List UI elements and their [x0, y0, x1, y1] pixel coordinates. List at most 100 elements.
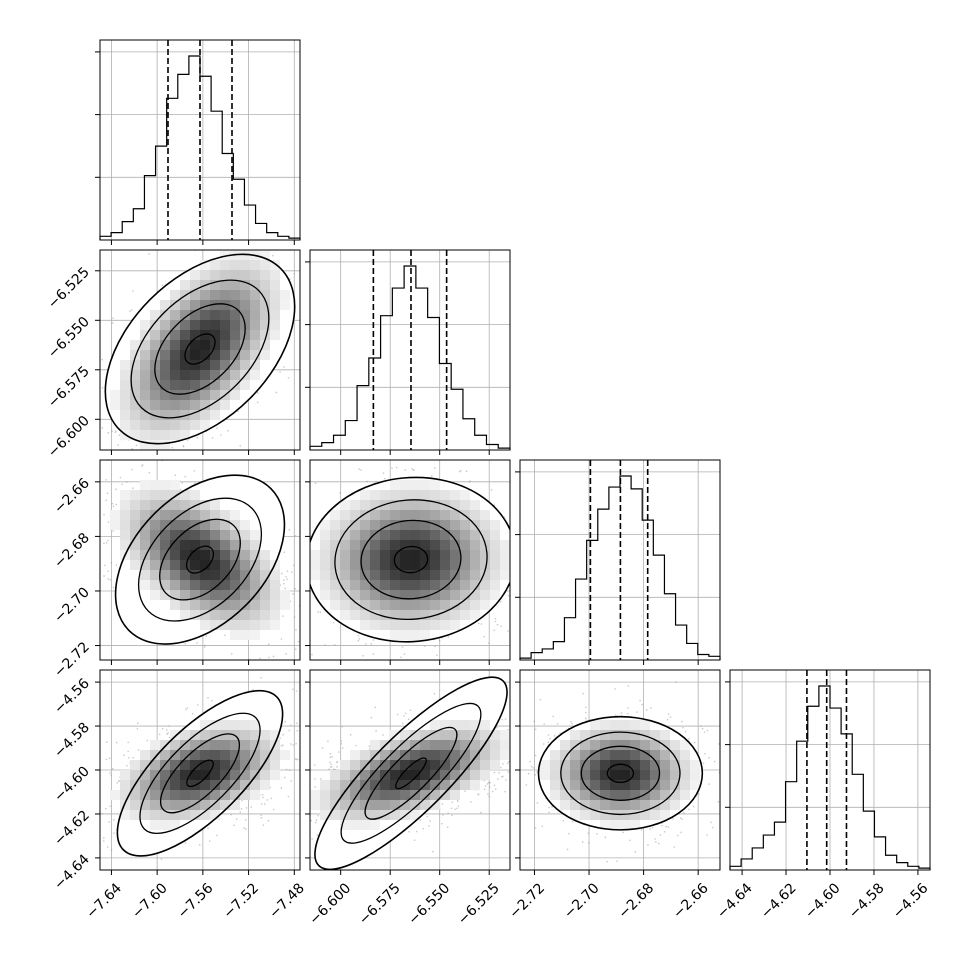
- density-cell: [370, 570, 380, 580]
- density-cell: [280, 300, 290, 310]
- density-cell: [350, 820, 360, 830]
- density-cell: [610, 780, 620, 790]
- density-cell: [380, 610, 390, 620]
- contour-line: [116, 689, 284, 857]
- density-cell: [490, 730, 500, 740]
- density-cell: [180, 760, 190, 770]
- density-cell: [390, 580, 400, 590]
- density-cell: [170, 600, 180, 610]
- y-tick-label: −4.56: [51, 676, 93, 718]
- density-cell: [150, 490, 160, 500]
- density-cell: [200, 560, 210, 570]
- density-cell: [640, 760, 650, 770]
- density-cell: [270, 610, 280, 620]
- density-cell: [600, 800, 610, 810]
- density-cell: [210, 570, 220, 580]
- density-cell: [480, 590, 490, 600]
- density-cell: [170, 410, 180, 420]
- density-cell: [270, 570, 280, 580]
- density-cell: [130, 510, 140, 520]
- density-cell: [440, 510, 450, 520]
- density-cell: [160, 360, 170, 370]
- density-cell: [230, 330, 240, 340]
- density-cell: [160, 350, 170, 360]
- density-cell: [200, 800, 210, 810]
- density-cell: [360, 550, 370, 560]
- density-cell: [180, 610, 190, 620]
- density-cell: [200, 810, 210, 820]
- density-cell: [350, 750, 360, 760]
- density-cell: [210, 720, 220, 730]
- density-cell: [200, 590, 210, 600]
- density-cell: [350, 500, 360, 510]
- density-cell: [190, 380, 200, 390]
- density-cell: [190, 740, 200, 750]
- density-cell: [450, 620, 460, 630]
- density-cell: [150, 310, 160, 320]
- density-cell: [200, 340, 210, 350]
- density-cell: [190, 280, 200, 290]
- density-cell: [210, 560, 220, 570]
- x-tick-label: −2.68: [616, 880, 658, 922]
- density-cell: [390, 600, 400, 610]
- density-cell: [190, 570, 200, 580]
- density-cell: [640, 740, 650, 750]
- density-cell: [410, 490, 420, 500]
- density-cell: [640, 730, 650, 740]
- density-cell: [180, 500, 190, 510]
- density-cell: [180, 750, 190, 760]
- density-cell: [560, 750, 570, 760]
- contour-line: [159, 733, 241, 814]
- density-cell: [150, 350, 160, 360]
- density-cell: [550, 780, 560, 790]
- density-cell: [320, 810, 330, 820]
- density-cell: [430, 480, 440, 490]
- density-cell: [310, 560, 320, 570]
- density-cell: [220, 740, 230, 750]
- density-cell: [400, 520, 410, 530]
- density-cell: [220, 550, 230, 560]
- density-cell: [230, 320, 240, 330]
- density-cell: [500, 570, 510, 580]
- contour-line: [186, 759, 214, 788]
- density-cell: [250, 260, 260, 270]
- density-cell: [170, 750, 180, 760]
- density-cell: [190, 390, 200, 400]
- density-cell: [180, 380, 190, 390]
- x-tick-label: −7.52: [221, 880, 263, 922]
- density-cell: [210, 260, 220, 270]
- density-cell: [220, 280, 230, 290]
- density-cell: [640, 780, 650, 790]
- density-cell: [370, 820, 380, 830]
- density-cell: [160, 570, 170, 580]
- density-cell: [450, 540, 460, 550]
- density-cell: [660, 770, 670, 780]
- density-cell: [250, 720, 260, 730]
- density-cell: [450, 770, 460, 780]
- density-cell: [390, 590, 400, 600]
- density-cell: [140, 760, 150, 770]
- density-cell: [180, 800, 190, 810]
- density-cell: [180, 490, 190, 500]
- density-cell: [160, 480, 170, 490]
- density-cell: [180, 410, 190, 420]
- density-cell: [270, 760, 280, 770]
- density-cell: [140, 330, 150, 340]
- histogram-panel-2: [305, 249, 511, 451]
- density-cell: [590, 770, 600, 780]
- density-cell: [160, 310, 170, 320]
- density-cell: [420, 590, 430, 600]
- density-cell: [170, 310, 180, 320]
- density-cell: [360, 590, 370, 600]
- density-cell: [670, 800, 680, 810]
- density-cell: [170, 550, 180, 560]
- density-cell: [610, 770, 620, 780]
- density-cell: [250, 730, 260, 740]
- density-cell: [260, 550, 270, 560]
- density-cell: [420, 500, 430, 510]
- density-cell: [440, 580, 450, 590]
- density-cell: [280, 590, 290, 600]
- density-cell: [650, 760, 660, 770]
- density-cell: [190, 360, 200, 370]
- density-cell: [240, 300, 250, 310]
